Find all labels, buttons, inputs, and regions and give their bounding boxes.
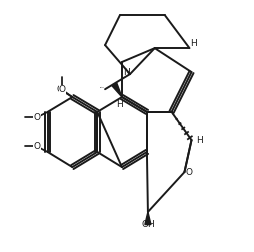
Text: methyl: methyl (100, 87, 105, 89)
Text: O: O (59, 85, 66, 94)
Text: H: H (190, 39, 197, 48)
Text: H: H (116, 100, 123, 109)
Text: N: N (123, 68, 130, 77)
Polygon shape (145, 212, 151, 225)
Text: O: O (186, 168, 193, 177)
Text: OH: OH (141, 220, 155, 229)
Polygon shape (112, 83, 122, 97)
Text: H: H (196, 136, 202, 145)
Text: O: O (56, 85, 63, 94)
Text: O: O (33, 142, 40, 151)
Text: O: O (33, 113, 40, 122)
